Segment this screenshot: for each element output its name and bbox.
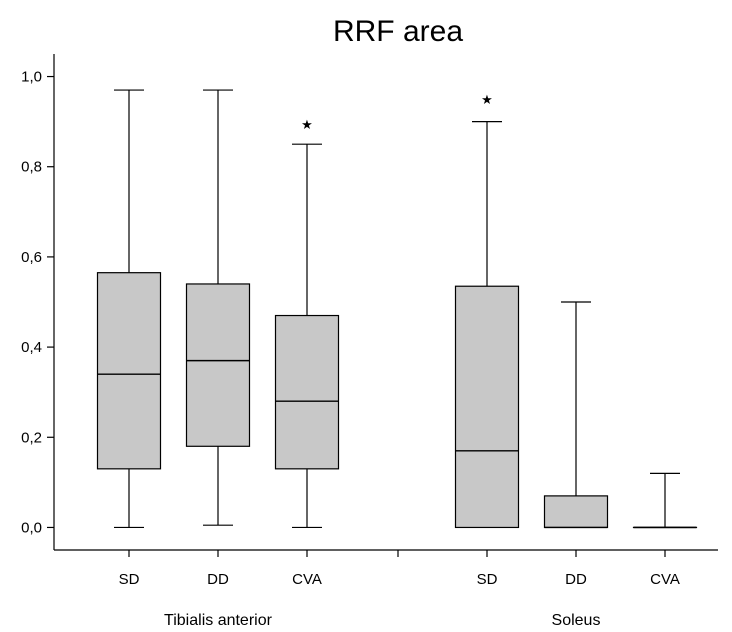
box-sd: ★	[454, 93, 520, 529]
chart-title: RRF area	[333, 15, 463, 48]
x-category-label: SD	[477, 571, 498, 588]
group-tibialis-anterior: ★	[96, 89, 340, 529]
iqr-box	[185, 283, 251, 447]
x-category-label: SD	[119, 571, 140, 588]
y-tick-label: 0,0	[21, 519, 42, 536]
outlier-marker: ★	[301, 118, 313, 133]
x-category-label: CVA	[650, 571, 680, 588]
outlier-marker: ★	[481, 93, 493, 108]
x-group-label: Soleus	[552, 612, 601, 629]
y-tick-label: 0,6	[21, 249, 42, 266]
x-category-label: CVA	[292, 571, 322, 588]
box-sd	[96, 89, 162, 529]
iqr-box	[454, 285, 520, 529]
iqr-box	[543, 495, 609, 529]
box-cva	[632, 472, 698, 529]
y-tick-label: 0,8	[21, 159, 42, 176]
box-dd	[185, 89, 251, 526]
iqr-box	[274, 314, 340, 470]
x-group-label: Tibialis anterior	[164, 612, 273, 629]
axes: 0,0 0,2 0,4 0,6 0,8 1,0 SD DD CVA Tibialis anteri…	[21, 54, 718, 629]
y-tick-label: 0,4	[21, 339, 42, 356]
y-tick-label: 1,0	[21, 69, 42, 86]
iqr-box	[96, 272, 162, 470]
box-cva: ★	[274, 118, 340, 529]
y-tick-label: 0,2	[21, 429, 42, 446]
x-category-label: DD	[207, 571, 229, 588]
plot-area: ★★	[96, 89, 698, 529]
box-dd	[543, 301, 609, 529]
group-soleus: ★	[454, 93, 698, 529]
x-category-label: DD	[565, 571, 587, 588]
